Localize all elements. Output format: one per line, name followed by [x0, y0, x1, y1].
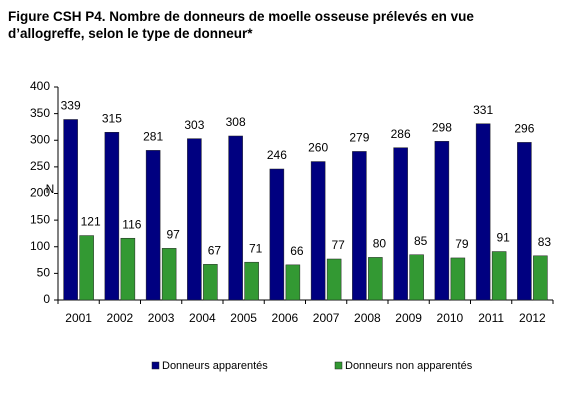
legend-swatch — [151, 361, 160, 370]
x-tick-label: 2003 — [148, 311, 175, 325]
value-label: 286 — [391, 127, 411, 141]
bar — [269, 168, 285, 301]
value-label: 77 — [331, 238, 345, 252]
value-label: 91 — [496, 231, 510, 245]
bar — [434, 141, 450, 301]
bar — [161, 248, 177, 301]
value-label: 79 — [455, 237, 469, 251]
bar — [368, 257, 383, 301]
value-label: 71 — [249, 241, 263, 255]
bar — [326, 258, 342, 301]
value-label: 331 — [473, 103, 493, 117]
value-label: 246 — [267, 148, 287, 162]
value-label: 66 — [290, 244, 304, 258]
y-axis-label: N — [46, 182, 55, 196]
legend-label: Donneurs apparentés — [162, 360, 268, 372]
x-tick-label: 2001 — [65, 311, 92, 325]
x-tick-label: 2006 — [272, 311, 299, 325]
value-label: 308 — [226, 115, 246, 129]
y-tick-label: 250 — [30, 159, 50, 173]
value-label: 281 — [143, 130, 163, 144]
value-label: 116 — [122, 217, 141, 231]
bar — [244, 261, 259, 301]
value-label: 83 — [538, 235, 552, 249]
bar — [187, 138, 202, 301]
y-tick-label: 50 — [37, 266, 51, 280]
bar — [79, 235, 94, 301]
x-tick-label: 2005 — [230, 311, 257, 325]
value-label: 121 — [81, 215, 101, 229]
value-label: 339 — [61, 99, 81, 113]
y-tick-label: 0 — [43, 292, 50, 306]
value-label: 67 — [208, 243, 222, 257]
x-tick-label: 2007 — [313, 311, 340, 325]
value-label: 298 — [432, 120, 452, 134]
legend-label: Donneurs non apparentés — [345, 360, 473, 372]
y-tick-label: 400 — [30, 79, 50, 93]
value-label: 296 — [514, 122, 534, 136]
x-tick-label: 2008 — [354, 311, 381, 325]
bar — [491, 251, 507, 301]
x-tick-label: 2002 — [107, 311, 134, 325]
value-label: 85 — [414, 234, 428, 248]
value-label: 303 — [184, 118, 204, 132]
y-tick-label: 150 — [30, 212, 50, 226]
x-tick-label: 2004 — [189, 311, 216, 325]
bar — [450, 257, 466, 301]
value-label: 80 — [373, 237, 387, 251]
bar — [517, 142, 532, 301]
bar — [352, 151, 367, 301]
y-tick-label: 350 — [30, 106, 50, 120]
bar — [120, 237, 136, 301]
legend-swatch — [334, 361, 343, 370]
x-tick-label: 2009 — [395, 311, 422, 325]
bar — [145, 150, 161, 301]
value-label: 97 — [166, 228, 180, 242]
y-tick-label: 200 — [30, 186, 50, 200]
bar — [285, 264, 301, 301]
bar — [63, 119, 78, 301]
bar — [393, 147, 408, 301]
x-tick-label: 2010 — [437, 311, 464, 325]
bar — [228, 135, 243, 301]
x-tick-label: 2012 — [519, 311, 546, 325]
bar — [310, 161, 326, 301]
chart-title: Figure CSH P4. Nombre de donneurs de moe… — [8, 9, 474, 41]
x-tick-label: 2011 — [478, 311, 504, 325]
y-tick-label: 300 — [30, 132, 50, 146]
bar — [104, 132, 120, 301]
bar — [475, 123, 491, 301]
bar — [533, 255, 548, 301]
bar — [203, 264, 218, 301]
y-tick-label: 100 — [30, 239, 50, 253]
bar — [409, 254, 424, 301]
value-label: 279 — [349, 131, 369, 145]
value-label: 260 — [308, 141, 328, 155]
value-label: 315 — [102, 111, 122, 125]
